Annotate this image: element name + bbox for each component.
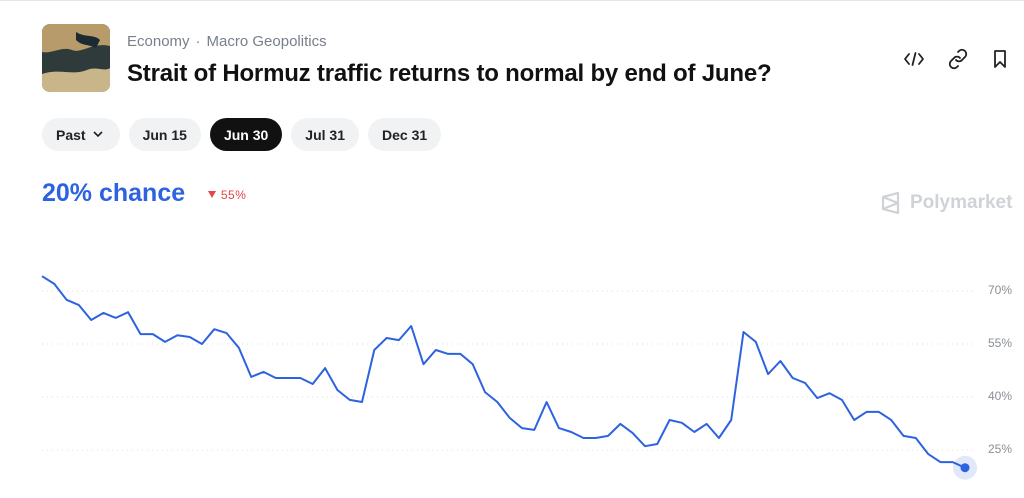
embed-button[interactable] [904, 52, 924, 66]
bookmark-button[interactable] [994, 50, 1006, 68]
divider [0, 0, 1024, 1]
tab[interactable]: Dec 31 [368, 118, 442, 151]
change: 55% [207, 188, 246, 202]
subcategory[interactable]: Macro Geopolitics [206, 33, 327, 50]
series-line [41, 275, 966, 469]
breadcrumbs: Economy · Macro Geopolitics [127, 33, 327, 50]
brand-logo [881, 192, 900, 214]
toolbar [904, 48, 1006, 70]
tab[interactable]: Jul 31 [291, 118, 359, 151]
y-tick-label: 40% [988, 389, 1012, 403]
current-point [960, 463, 970, 473]
category[interactable]: Economy [127, 33, 190, 50]
y-tick-label: 70% [988, 283, 1012, 297]
tab-label: Past [56, 126, 86, 143]
market-image [42, 24, 110, 92]
change-value: 55% [220, 188, 247, 202]
market-title: Strait of Hormuz traffic returns to norm… [127, 60, 772, 87]
brand: Polymarket [880, 192, 1012, 214]
date-tabs: Past Jun 15 Jun 30 Jul 31 Dec 31 [42, 118, 442, 151]
brand-name: Polymarket [910, 192, 1013, 213]
chevron [93, 130, 103, 137]
y-tick-label: 25% [988, 442, 1012, 456]
down-arrow [208, 191, 216, 198]
separator: · [195, 33, 201, 50]
tab[interactable]: Past [42, 118, 120, 151]
y-tick-label: 55% [988, 336, 1012, 350]
chance: 20% chance [42, 179, 186, 207]
tab-selected[interactable]: Jun 30 [209, 118, 283, 151]
link-button[interactable] [948, 48, 968, 70]
thumbnail [42, 24, 110, 92]
tab[interactable]: Jun 15 [128, 118, 201, 151]
